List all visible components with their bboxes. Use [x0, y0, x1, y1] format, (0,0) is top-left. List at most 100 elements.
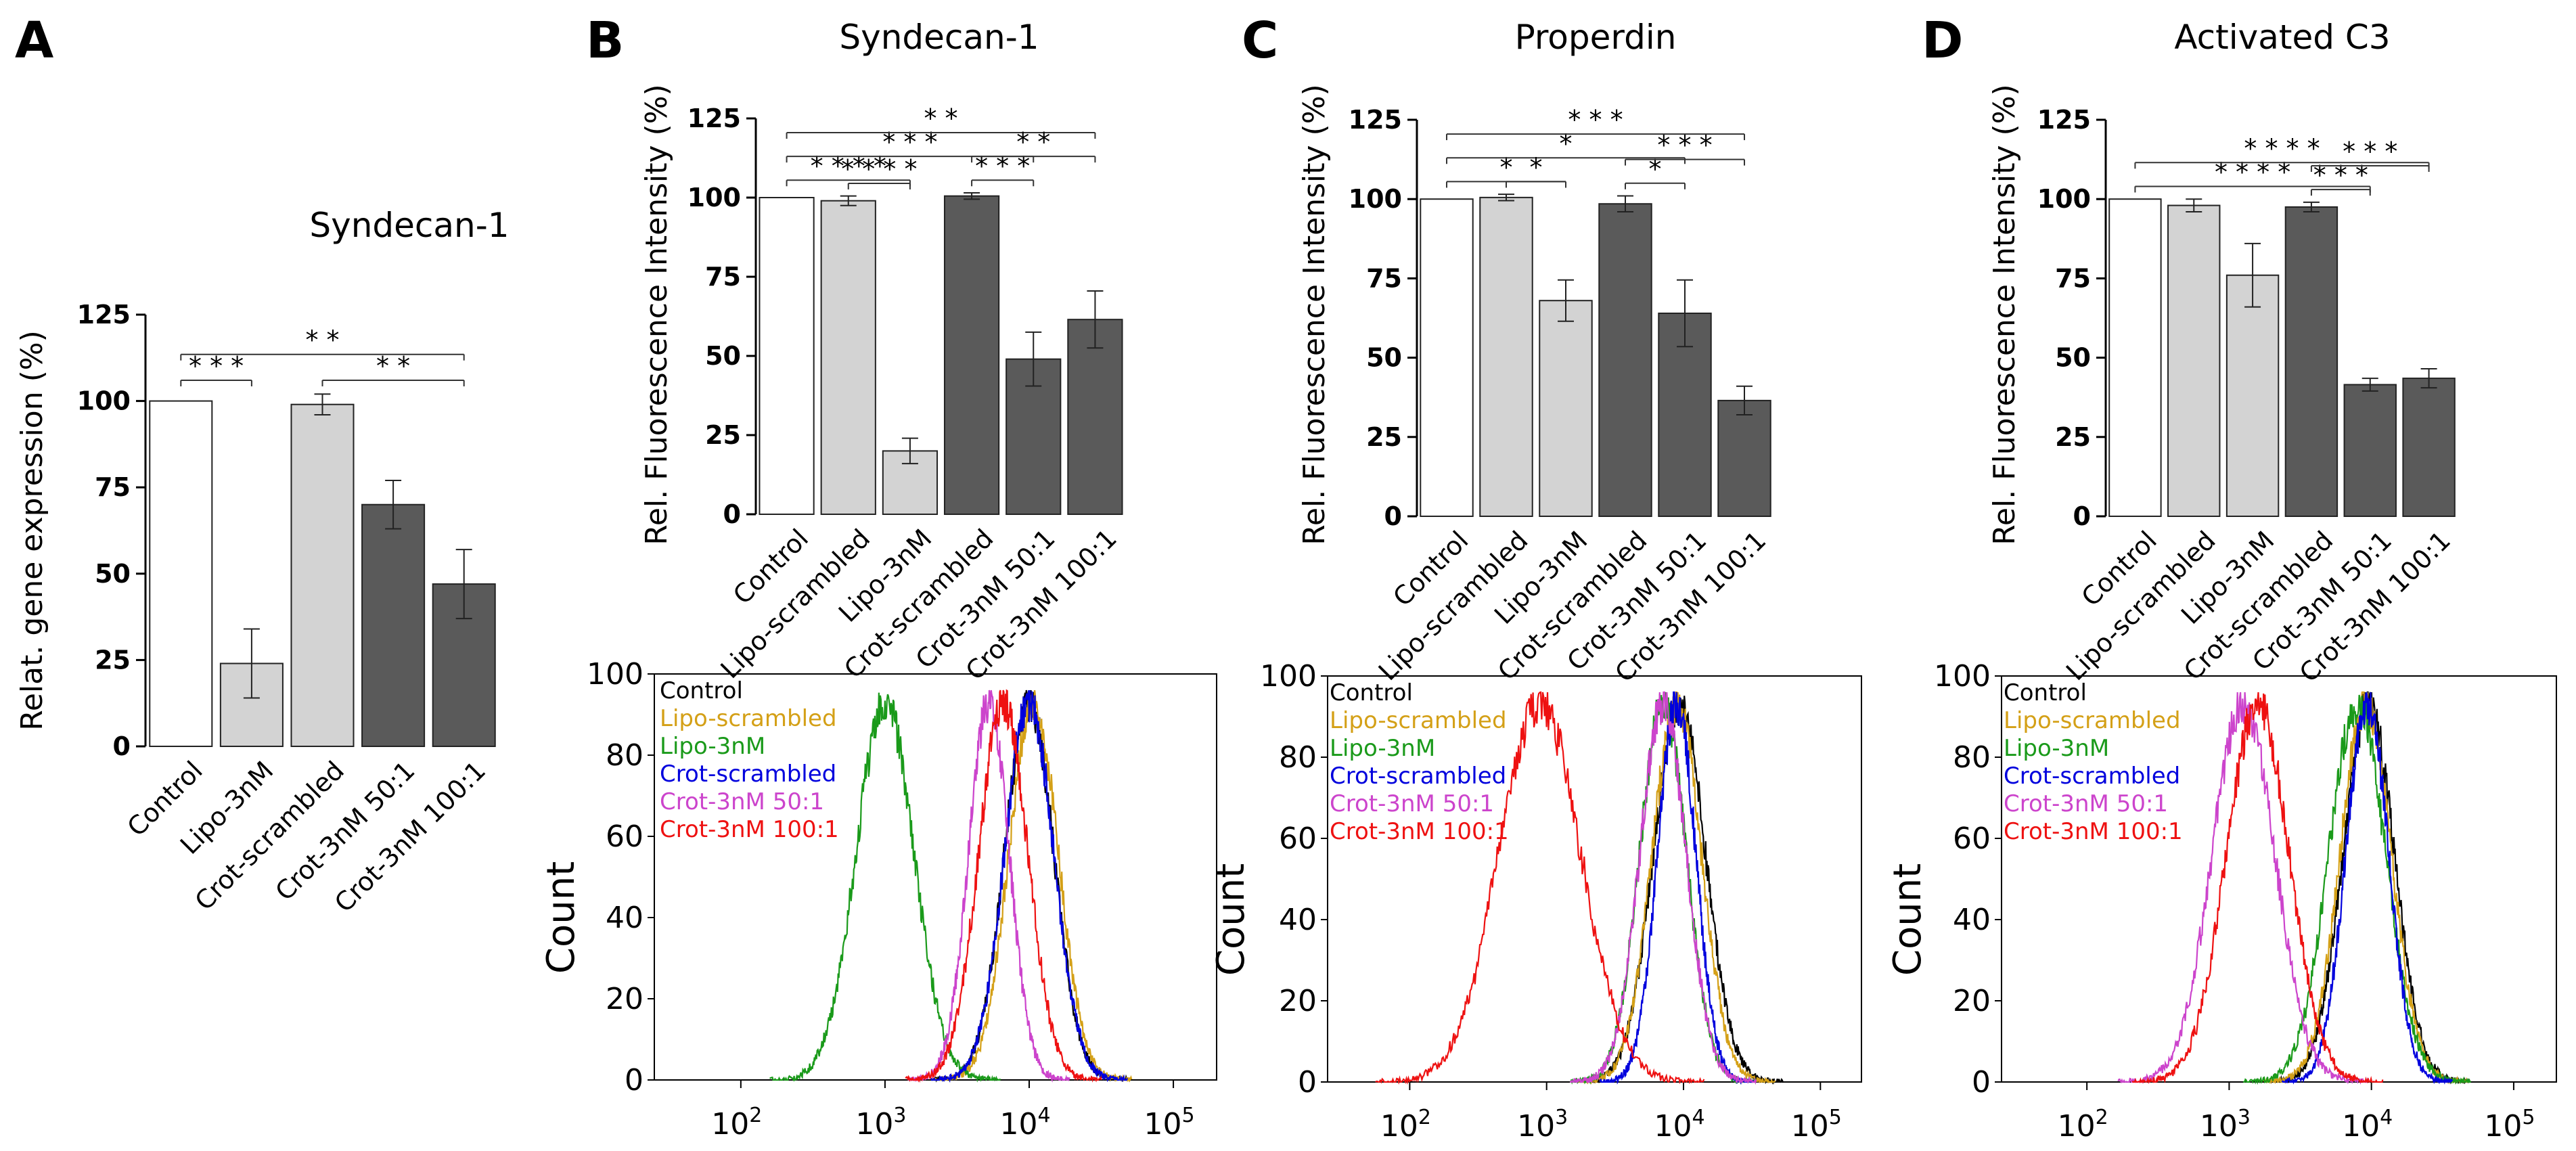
legend-entry: Crot-scrambled [1330, 763, 1506, 790]
x-tick-label: 103 [855, 1104, 906, 1142]
panel-letter-a: A [15, 12, 53, 70]
significance-stars: * * [1016, 127, 1050, 157]
x-tick-base: 10 [2058, 1109, 2096, 1144]
y-axis-label: Rel. Fluorescence Intensity (%) [1297, 84, 1332, 545]
y-axis-label: Count [1209, 863, 1253, 976]
legend-entry: Lipo-3nM [1330, 735, 1435, 762]
x-tick-base: 10 [1144, 1107, 1182, 1142]
legend-entry: Control [660, 677, 743, 704]
y-tick-label: 0 [2073, 501, 2091, 531]
panel-letter-d: D [1922, 12, 1963, 70]
x-tick-label: 104 [999, 1104, 1050, 1142]
y-tick-label: 100 [687, 183, 741, 212]
y-tick-label: 0 [625, 1063, 643, 1098]
x-tick-label: 102 [711, 1104, 762, 1142]
legend-entry: Crot-3nM 100:1 [660, 816, 839, 843]
significance-stars: * * [305, 325, 339, 355]
x-tick-base: 10 [1654, 1109, 1692, 1144]
y-tick-label: 125 [1349, 105, 1402, 135]
y-tick-label: 50 [2055, 343, 2091, 373]
significance-stars: * * * [1568, 105, 1623, 135]
y-tick-label: 25 [2055, 422, 2091, 452]
x-tick-label: 103 [1517, 1106, 1568, 1144]
bar-crot-scrambled [2284, 206, 2338, 517]
legend-entry: Control [1330, 679, 1413, 706]
histogram-crot-3nm-100-1 [905, 689, 1102, 1083]
bar-crot-scrambled [290, 403, 355, 747]
x-tick-base: 10 [999, 1107, 1037, 1142]
y-tick-label: 100 [1349, 184, 1402, 214]
y-tick-label: 20 [1953, 984, 1991, 1018]
y-tick-label: 25 [705, 420, 741, 450]
x-tick-label: 104 [1654, 1106, 1704, 1144]
significance-stars: * * * [2343, 137, 2397, 166]
y-tick-label: 40 [606, 901, 643, 935]
histogram-crot-3nm-100-1 [1375, 691, 1705, 1085]
bar-crot-scrambled [943, 195, 1000, 515]
significance-stars: * [1500, 152, 1513, 182]
y-tick-label: 0 [113, 731, 131, 761]
y-tick-label: 40 [1279, 903, 1317, 937]
x-tick-label: 105 [2484, 1106, 2535, 1144]
histogram-crot-3nm-50-1 [1570, 691, 1757, 1085]
x-tick-exponent: 5 [1829, 1106, 1842, 1129]
y-tick-label: 0 [1972, 1065, 1991, 1100]
histogram-crot-3nm-50-1 [2117, 692, 2370, 1085]
y-tick-label: 0 [1298, 1065, 1317, 1100]
y-tick-label: 50 [705, 341, 741, 371]
significance-stars: * * [924, 104, 957, 133]
histogram-lipo-3nm [2242, 694, 2472, 1085]
histogram-crot-3nm-100-1 [2131, 692, 2384, 1084]
y-tick-label: 80 [1953, 740, 1991, 775]
x-tick-base: 10 [1517, 1109, 1555, 1144]
significance-stars: * * * [189, 351, 244, 381]
x-tick-exponent: 3 [1555, 1106, 1568, 1129]
legend-entry: Control [2004, 679, 2087, 706]
x-tick-exponent: 4 [2380, 1106, 2393, 1129]
y-tick-label: 60 [1279, 821, 1317, 856]
y-tick-label: 100 [587, 657, 643, 692]
x-tick-exponent: 4 [1037, 1104, 1050, 1127]
histogram-crot-scrambled [930, 690, 1128, 1083]
y-tick-label: 20 [1279, 984, 1317, 1018]
bar-lipo-3nm [2225, 274, 2280, 517]
x-tick-exponent: 3 [2238, 1106, 2251, 1129]
y-tick-label: 100 [1934, 659, 1991, 694]
y-tick-label: 80 [606, 738, 643, 773]
y-tick-label: 80 [1279, 740, 1317, 775]
legend-entry: Crot-3nM 100:1 [2004, 818, 2183, 845]
y-tick-label: 75 [705, 262, 741, 292]
x-tick-label: 102 [2058, 1106, 2108, 1144]
bar-crot-3nm-50-1 [361, 503, 426, 747]
bar-control [1420, 198, 1474, 517]
x-tick-label: 102 [1380, 1106, 1431, 1144]
legend-entry: Lipo-scrambled [2004, 707, 2181, 734]
x-tick-label: 103 [2200, 1106, 2251, 1144]
y-tick-label: 75 [2055, 263, 2091, 293]
x-tick-base: 10 [1791, 1109, 1829, 1144]
y-tick-label: 20 [606, 982, 643, 1016]
y-tick-label: 125 [2037, 105, 2091, 135]
y-axis-label: Count [539, 861, 583, 974]
legend-entry: Crot-3nM 50:1 [1330, 790, 1494, 817]
significance-stars: * [1560, 129, 1573, 158]
y-tick-label: 100 [77, 386, 131, 416]
bar-control [149, 400, 213, 747]
bar-control [759, 197, 815, 515]
bar-crot-3nm-100-1 [2402, 378, 2456, 518]
x-tick-exponent: 5 [1182, 1104, 1195, 1127]
bar-crot-3nm-100-1 [1067, 319, 1123, 515]
histogram-lipo-3nm [769, 692, 1001, 1083]
y-tick-label: 50 [1366, 343, 1402, 373]
y-tick-label: 75 [95, 472, 131, 502]
legend-entry: Lipo-scrambled [1330, 707, 1507, 734]
bar-lipo-scrambled [820, 200, 876, 515]
x-tick-exponent: 5 [2522, 1106, 2535, 1129]
y-tick-label: 25 [95, 645, 131, 675]
significance-stars: * * * * [2244, 133, 2320, 163]
bar-lipo-scrambled [2167, 204, 2221, 517]
